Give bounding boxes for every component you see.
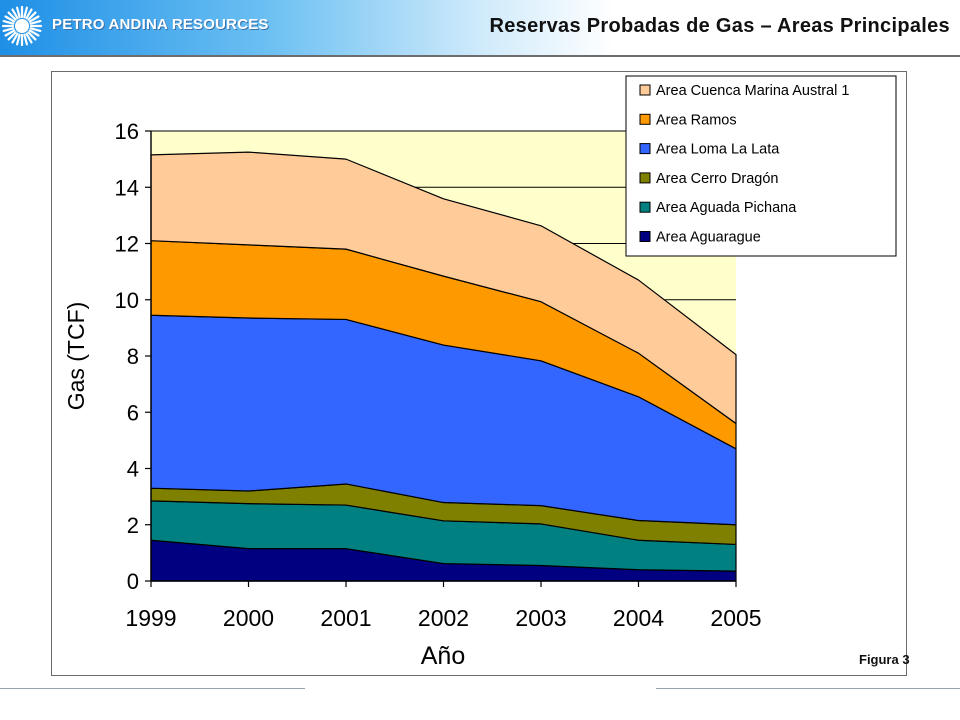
axes: [145, 130, 737, 587]
legend-label: Area Loma La Lata: [656, 142, 780, 158]
legend-swatch: [639, 143, 651, 155]
sunburst-logo-icon: [2, 6, 42, 46]
slide-header: [0, 0, 960, 56]
y-tick-label: 8: [127, 344, 139, 369]
y-tick-label: 16: [115, 119, 139, 144]
legend-label: Area Ramos: [656, 112, 737, 128]
legend-label: Area Cuenca Marina Austral 1: [656, 83, 849, 99]
area-series: [150, 151, 737, 582]
legend-swatch: [639, 201, 651, 213]
y-tick-label: 0: [127, 569, 139, 594]
footer-line-left: [0, 688, 305, 689]
legend-swatch: [639, 84, 651, 96]
x-tick-label: 2005: [710, 605, 761, 631]
figure-label: Figura 3: [859, 652, 910, 667]
legend-label: Area Aguada Pichana: [656, 200, 797, 216]
legend-swatch: [639, 172, 651, 184]
y-tick-label: 14: [115, 175, 139, 200]
x-tick-labels: 1999 2000 2001 2002 2003 2004 2005: [125, 605, 761, 631]
x-tick-label: 2001: [320, 605, 371, 631]
y-tick-label: 6: [127, 400, 139, 425]
slide-title: Reservas Probadas de Gas – Areas Princip…: [489, 15, 950, 37]
legend: Area Cuenca Marina Austral 1 Area Ramos Ar…: [625, 75, 897, 257]
legend-swatch: [639, 231, 651, 242]
company-name: PETRO ANDINA RESOURCES: [52, 16, 269, 33]
x-axis-title: Año: [421, 642, 465, 670]
x-tick-label: 2002: [418, 605, 469, 631]
legend-box: [625, 75, 897, 257]
header-divider: [0, 55, 960, 57]
y-tick-label: 10: [115, 288, 139, 313]
y-tick-label: 4: [127, 457, 139, 482]
footer-line-right: [656, 688, 960, 689]
y-tick-label: 12: [115, 232, 139, 257]
y-tick-labels: 0 2 4 6 8 10 12 14 16: [115, 119, 139, 594]
x-tick-label: 1999: [125, 605, 176, 631]
y-tick-label: 2: [127, 513, 139, 538]
legend-label: Area Aguarague: [656, 230, 761, 246]
y-axis-title: Gas (TCF): [63, 302, 89, 411]
x-tick-label: 2000: [223, 605, 274, 631]
area-series-6: [150, 151, 737, 425]
legend-label: Area Cerro Dragón: [656, 171, 779, 187]
x-tick-label: 2004: [613, 605, 664, 631]
legend-swatch: [639, 113, 651, 125]
x-tick-label: 2003: [515, 605, 566, 631]
